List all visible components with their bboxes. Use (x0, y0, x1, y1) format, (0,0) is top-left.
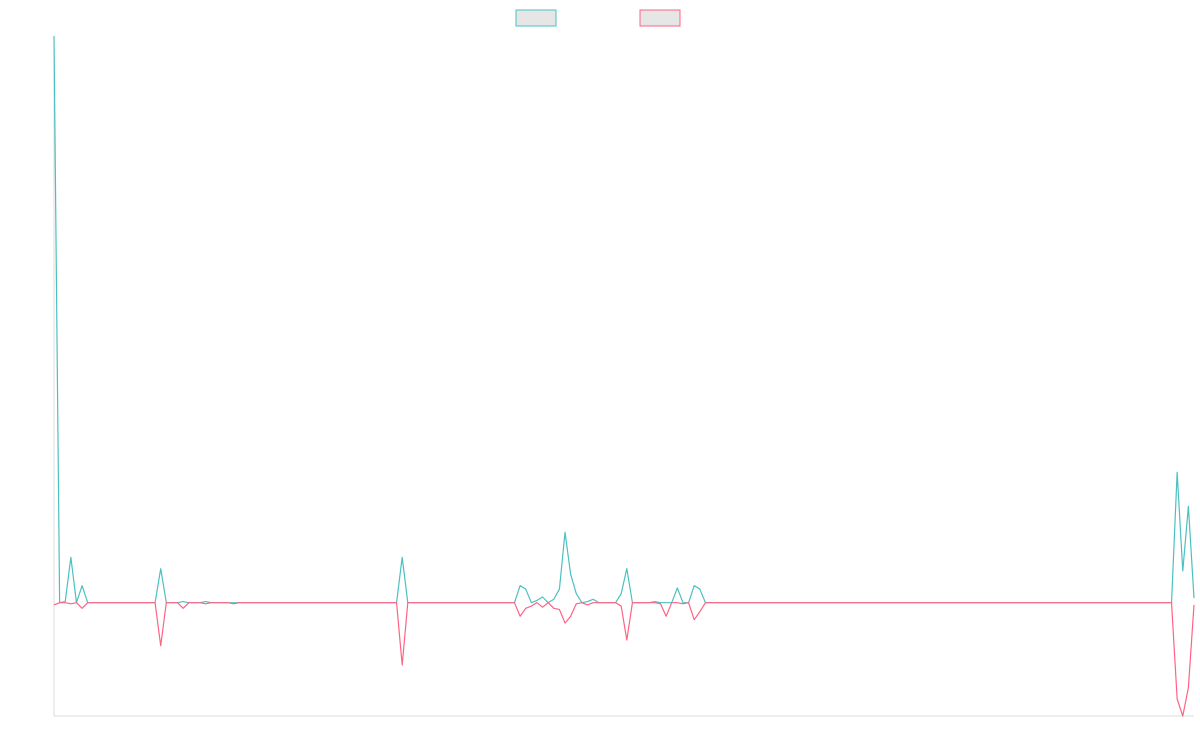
series-line-2 (53, 602, 1195, 717)
axes (53, 36, 1194, 717)
legend (515, 9, 681, 27)
series-layer (53, 35, 1195, 717)
legend-swatch-1[interactable] (515, 9, 557, 27)
legend-swatch-2[interactable] (639, 9, 681, 27)
series-line-1 (53, 35, 1195, 604)
